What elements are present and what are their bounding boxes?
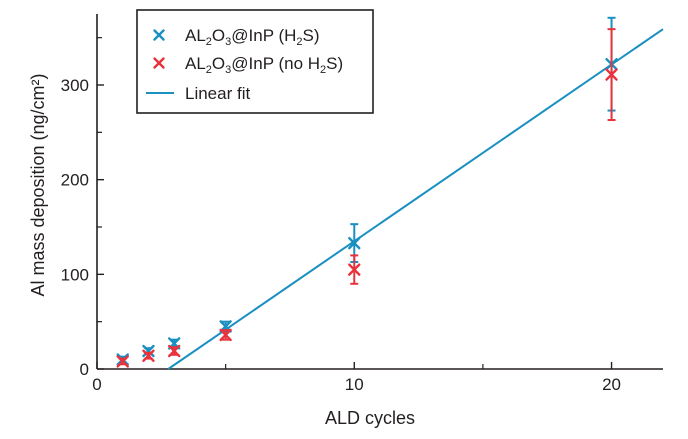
- legend-text-part: @InP (H: [231, 26, 296, 45]
- legend-text-part: S): [303, 26, 320, 45]
- legend-label-h2s: AL2O3@InP (H2S): [185, 26, 320, 48]
- legend-text-part: O: [212, 26, 225, 45]
- legend: AL2O3@InP (H2S)AL2O3@InP (no H2S)Linear …: [136, 9, 374, 114]
- series-no_h2s: [116, 28, 618, 368]
- data-point: [142, 349, 155, 362]
- legend-text-part: O: [212, 54, 225, 73]
- y-tick-label: 0: [80, 360, 89, 379]
- legend-subscript: 3: [225, 64, 231, 76]
- x-tick-label: 10: [345, 375, 364, 394]
- legend-label-no_h2s: AL2O3@InP (no H2S): [185, 54, 343, 76]
- x-axis-label: ALD cycles: [325, 408, 415, 428]
- data-point: [167, 344, 181, 358]
- linear-fit-line: [167, 28, 664, 370]
- data-point: [348, 263, 361, 276]
- axes: [96, 14, 663, 370]
- legend-swatch-h2s: [153, 29, 165, 41]
- legend-box: [136, 9, 374, 114]
- legend-swatch-no_h2s: [153, 57, 165, 69]
- x-tick-label: 20: [602, 375, 621, 394]
- legend-text-part: AL: [185, 26, 206, 45]
- y-tick-label: 300: [61, 76, 89, 95]
- y-axis-label: Al mass deposition (ng/cm²): [28, 73, 48, 296]
- legend-subscript: 2: [206, 64, 212, 76]
- legend-subscript: 2: [206, 36, 212, 48]
- legend-text-part: Linear fit: [185, 84, 250, 103]
- points-layer: [116, 16, 618, 368]
- data-point: [116, 355, 129, 368]
- data-point: [348, 236, 361, 250]
- data-point: [605, 68, 618, 81]
- fit-layer: [167, 28, 664, 370]
- data-point: [219, 328, 232, 342]
- legend-text-part: @InP (no H: [231, 54, 320, 73]
- legend-subscript: 2: [320, 64, 326, 76]
- legend-text-part: AL: [185, 54, 206, 73]
- y-tick-label: 100: [61, 265, 89, 284]
- legend-subscript: 3: [225, 36, 231, 48]
- x-tick-label: 0: [92, 375, 101, 394]
- legend-text-part: S): [326, 54, 343, 73]
- y-tick-label: 200: [61, 171, 89, 190]
- legend-subscript: 2: [296, 36, 302, 48]
- data-point: [142, 344, 155, 358]
- legend-label-fit: Linear fit: [185, 84, 250, 103]
